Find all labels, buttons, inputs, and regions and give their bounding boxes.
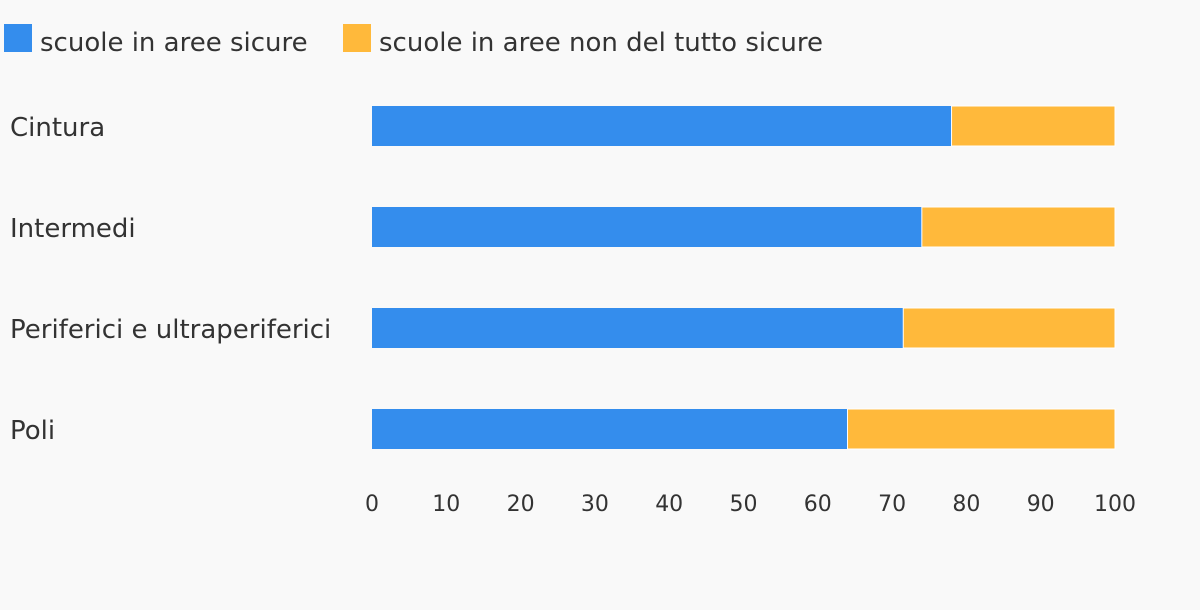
bar-segment-safe [372, 308, 904, 348]
legend-swatch-not-safe [343, 24, 371, 52]
category-label: Poli [10, 416, 55, 446]
bar-segment-not-safe [951, 105, 1116, 147]
bar-segment-not-safe [902, 307, 1116, 349]
x-tick-label: 0 [365, 492, 379, 517]
legend-label-not-safe: scuole in aree non del tutto sicure [379, 28, 823, 58]
x-tick-label: 90 [1027, 492, 1055, 517]
bar-segment-safe [372, 207, 922, 247]
x-tick-label: 60 [804, 492, 832, 517]
x-tick-label: 100 [1094, 492, 1136, 517]
x-tick-label: 80 [952, 492, 980, 517]
legend-swatch-safe [4, 24, 32, 52]
x-tick-label: 50 [730, 492, 758, 517]
category-label: Periferici e ultraperiferici [10, 315, 331, 345]
x-tick-label: 70 [878, 492, 906, 517]
bar-segment-safe [372, 106, 952, 146]
x-tick-label: 10 [432, 492, 460, 517]
legend: scuole in aree sicure scuole in aree non… [4, 24, 823, 58]
bar-segment-not-safe [847, 408, 1116, 450]
bar-segment-safe [372, 409, 848, 449]
x-axis-ticks: 0 10 20 30 40 50 60 70 80 90 100 [365, 492, 1136, 517]
x-tick-label: 20 [507, 492, 535, 517]
bar-segment-not-safe [921, 206, 1116, 248]
legend-label-safe: scuole in aree sicure [40, 28, 308, 58]
category-label: Cintura [10, 113, 105, 143]
category-labels: Cintura Intermedi Periferici e ultraperife… [10, 113, 331, 446]
bars [372, 105, 1116, 450]
x-tick-label: 40 [655, 492, 683, 517]
category-label: Intermedi [10, 214, 136, 244]
x-tick-label: 30 [581, 492, 609, 517]
